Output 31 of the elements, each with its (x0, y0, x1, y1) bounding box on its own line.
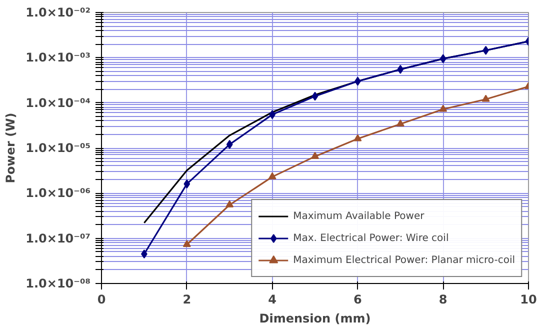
y-axis-title: Power (W) (4, 112, 18, 184)
point (396, 119, 404, 127)
x-tick-label: 10 (520, 292, 537, 306)
point (397, 64, 404, 74)
y-tick-label: 1.0×10⁻⁰³ (26, 50, 90, 65)
legend-label: Max. Electrical Power: Wire coil (293, 232, 449, 244)
x-tick-label: 0 (97, 292, 106, 306)
point (440, 54, 446, 64)
y-tick-label: 1.0×10⁻⁰² (26, 6, 90, 20)
point (482, 94, 490, 102)
y-tick-label: 1.0×10⁻⁰⁶ (26, 186, 90, 200)
x-tick-label: 6 (354, 292, 362, 306)
y-tick-label: 1.0×10⁻⁰⁵ (26, 141, 90, 155)
y-tick-label: 1.0×10⁻⁰⁸ (26, 276, 90, 290)
point (182, 240, 191, 248)
legend-label: Maximum Available Power (293, 210, 424, 222)
y-tick-label: 1.0×10⁻⁰⁷ (26, 231, 90, 246)
point (312, 92, 318, 101)
x-tick-label: 8 (438, 292, 448, 306)
point (226, 200, 234, 208)
x-tick-label: 2 (182, 292, 192, 306)
point (311, 152, 319, 159)
point (354, 134, 362, 142)
x-axis-title: Dimension (mm) (259, 312, 371, 326)
point (226, 140, 233, 149)
point (268, 172, 276, 180)
point (184, 179, 190, 188)
legend-label: Maximum Electrical Power: Planar micro-coil (293, 254, 515, 266)
x-tick-label: 4 (268, 292, 276, 306)
point (439, 104, 448, 112)
y-tick-label: 1.0×10⁻⁰⁴ (26, 96, 90, 110)
